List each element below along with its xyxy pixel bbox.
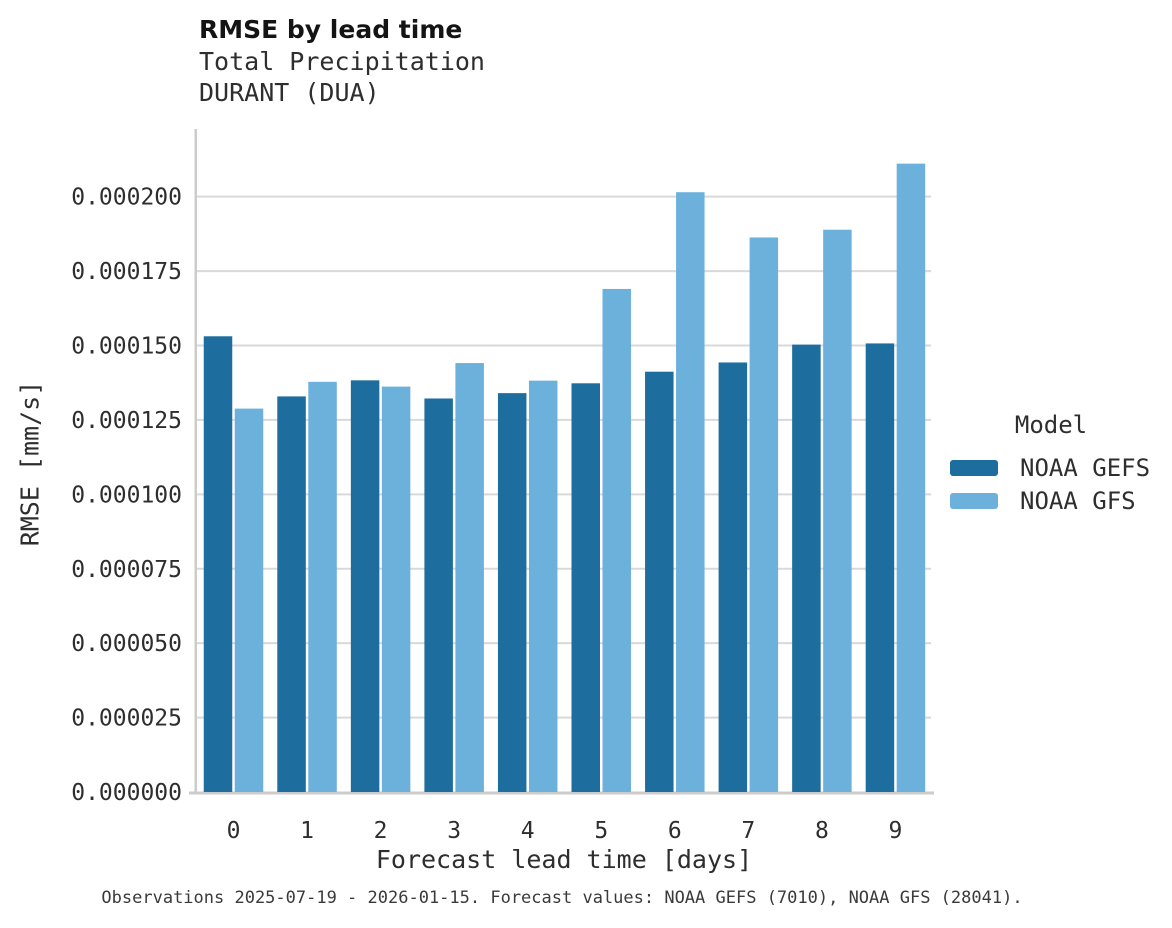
- legend: Model NOAA GEFS NOAA GFS: [950, 411, 1152, 517]
- bar-noaa-gfs-day-6: [676, 192, 705, 793]
- x-axis-title: Forecast lead time [days]: [375, 845, 753, 874]
- bar-noaa-gfs-day-8: [823, 229, 852, 792]
- y-tick-label: 0.000025: [71, 706, 182, 732]
- x-tick-label: 8: [815, 818, 829, 844]
- x-tick-label: 7: [741, 818, 755, 844]
- bar-noaa-gefs-day-6: [645, 371, 674, 792]
- bar-noaa-gfs-day-7: [749, 237, 779, 792]
- bar-noaa-gfs-day-1: [308, 381, 337, 792]
- bar-noaa-gfs-day-2: [381, 386, 411, 792]
- bar-noaa-gefs-day-7: [718, 362, 748, 792]
- legend-title: Model: [1014, 411, 1088, 439]
- x-tick-label: 3: [447, 818, 461, 844]
- y-tick-label: 0.000175: [71, 259, 182, 285]
- y-tick-label: 0.000150: [71, 334, 182, 360]
- x-tick-label: 9: [889, 818, 903, 844]
- bar-noaa-gefs-day-4: [497, 393, 527, 792]
- legend-label-gfs: NOAA GFS: [1020, 486, 1136, 515]
- y-tick-label: 0.000200: [71, 185, 182, 211]
- bar-noaa-gefs-day-0: [203, 336, 233, 792]
- caption: Observations 2025-07-19 - 2026-01-15. Fo…: [101, 888, 1023, 908]
- x-tick-label: 5: [594, 818, 608, 844]
- legend-swatch-gfs: [950, 492, 998, 509]
- x-tick-label: 6: [668, 818, 682, 844]
- y-axis-spine: [194, 129, 197, 794]
- bar-noaa-gefs-day-9: [865, 343, 895, 792]
- x-axis-spine: [189, 791, 934, 795]
- x-tick-label: 2: [374, 818, 388, 844]
- y-tick-label: 0.000000: [71, 780, 182, 806]
- legend-swatch-gefs: [950, 459, 998, 476]
- bar-noaa-gefs-day-8: [792, 344, 821, 792]
- chart-title: RMSE by lead time: [199, 15, 463, 44]
- chart-subtitle: Total Precipitation: [199, 47, 485, 76]
- bar-noaa-gfs-day-9: [896, 163, 926, 792]
- bar-noaa-gefs-day-3: [424, 398, 453, 792]
- y-tick-label: 0.000100: [71, 482, 182, 508]
- bar-noaa-gefs-day-2: [350, 380, 380, 792]
- bar-noaa-gfs-day-4: [528, 380, 558, 792]
- bar-noaa-gfs-day-3: [455, 363, 484, 792]
- y-axis-title: RMSE [mm/s]: [15, 380, 45, 547]
- x-tick-label: 4: [521, 818, 535, 844]
- bar-noaa-gefs-day-5: [571, 383, 600, 792]
- x-tick-label: 0: [227, 818, 241, 844]
- x-tick-label: 1: [300, 818, 314, 844]
- y-tick-label: 0.000075: [71, 557, 182, 583]
- bar-noaa-gfs-day-5: [602, 288, 631, 792]
- y-tick-label: 0.000125: [71, 408, 182, 434]
- legend-item-gefs: NOAA GEFS: [950, 451, 1152, 484]
- legend-item-gfs: NOAA GFS: [950, 484, 1152, 517]
- chart-header: RMSE by lead time Total Precipitation DU…: [199, 14, 485, 108]
- bar-noaa-gfs-day-0: [234, 408, 264, 792]
- bar-noaa-gefs-day-1: [277, 396, 306, 792]
- legend-label-gefs: NOAA GEFS: [1020, 453, 1151, 482]
- y-tick-label: 0.000050: [71, 631, 182, 657]
- chart-station: DURANT (DUA): [199, 78, 380, 107]
